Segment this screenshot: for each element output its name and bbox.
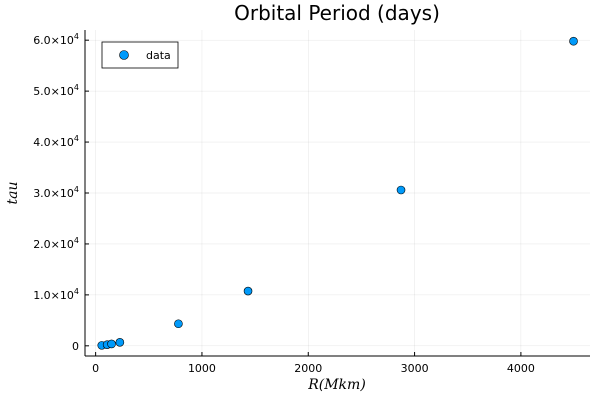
- y-tick-label: 5.0×104: [33, 83, 79, 98]
- data-points: [97, 36, 578, 350]
- y-tick-label: 6.0×104: [33, 32, 79, 47]
- x-tick-label: 4000: [507, 362, 535, 375]
- y-axis-label: tau: [5, 182, 21, 205]
- legend-box: [101, 41, 179, 69]
- data-point: [396, 185, 406, 195]
- data-point: [174, 319, 183, 329]
- data-point: [115, 338, 125, 347]
- y-tick-label: 1.0×104: [33, 287, 79, 302]
- y-tick-label: 3.0×104: [33, 185, 79, 200]
- x-tick-label: 0: [92, 362, 99, 375]
- x-axis-label: R(Mkm): [307, 377, 366, 393]
- data-point: [569, 36, 578, 46]
- x-ticks: 0 1000 2000 3000 4000: [92, 352, 535, 375]
- y-tick-label: 4.0×104: [33, 134, 79, 149]
- grid-lines: [85, 30, 590, 356]
- legend-label: data: [146, 49, 171, 62]
- y-tick-label: 0: [72, 340, 79, 353]
- x-tick-label: 1000: [188, 362, 216, 375]
- legend: data: [101, 41, 179, 69]
- data-point: [107, 339, 116, 349]
- y-ticks: 0 1.0×104 2.0×104 3.0×104 4.0×104 5.0×104 6.0×…: [33, 32, 89, 353]
- chart-title: Orbital Period (days): [234, 1, 440, 25]
- y-tick-label: 2.0×104: [33, 236, 79, 251]
- x-tick-label: 2000: [294, 362, 322, 375]
- x-tick-label: 3000: [401, 362, 429, 375]
- legend-marker: [119, 50, 129, 60]
- data-point: [243, 286, 253, 296]
